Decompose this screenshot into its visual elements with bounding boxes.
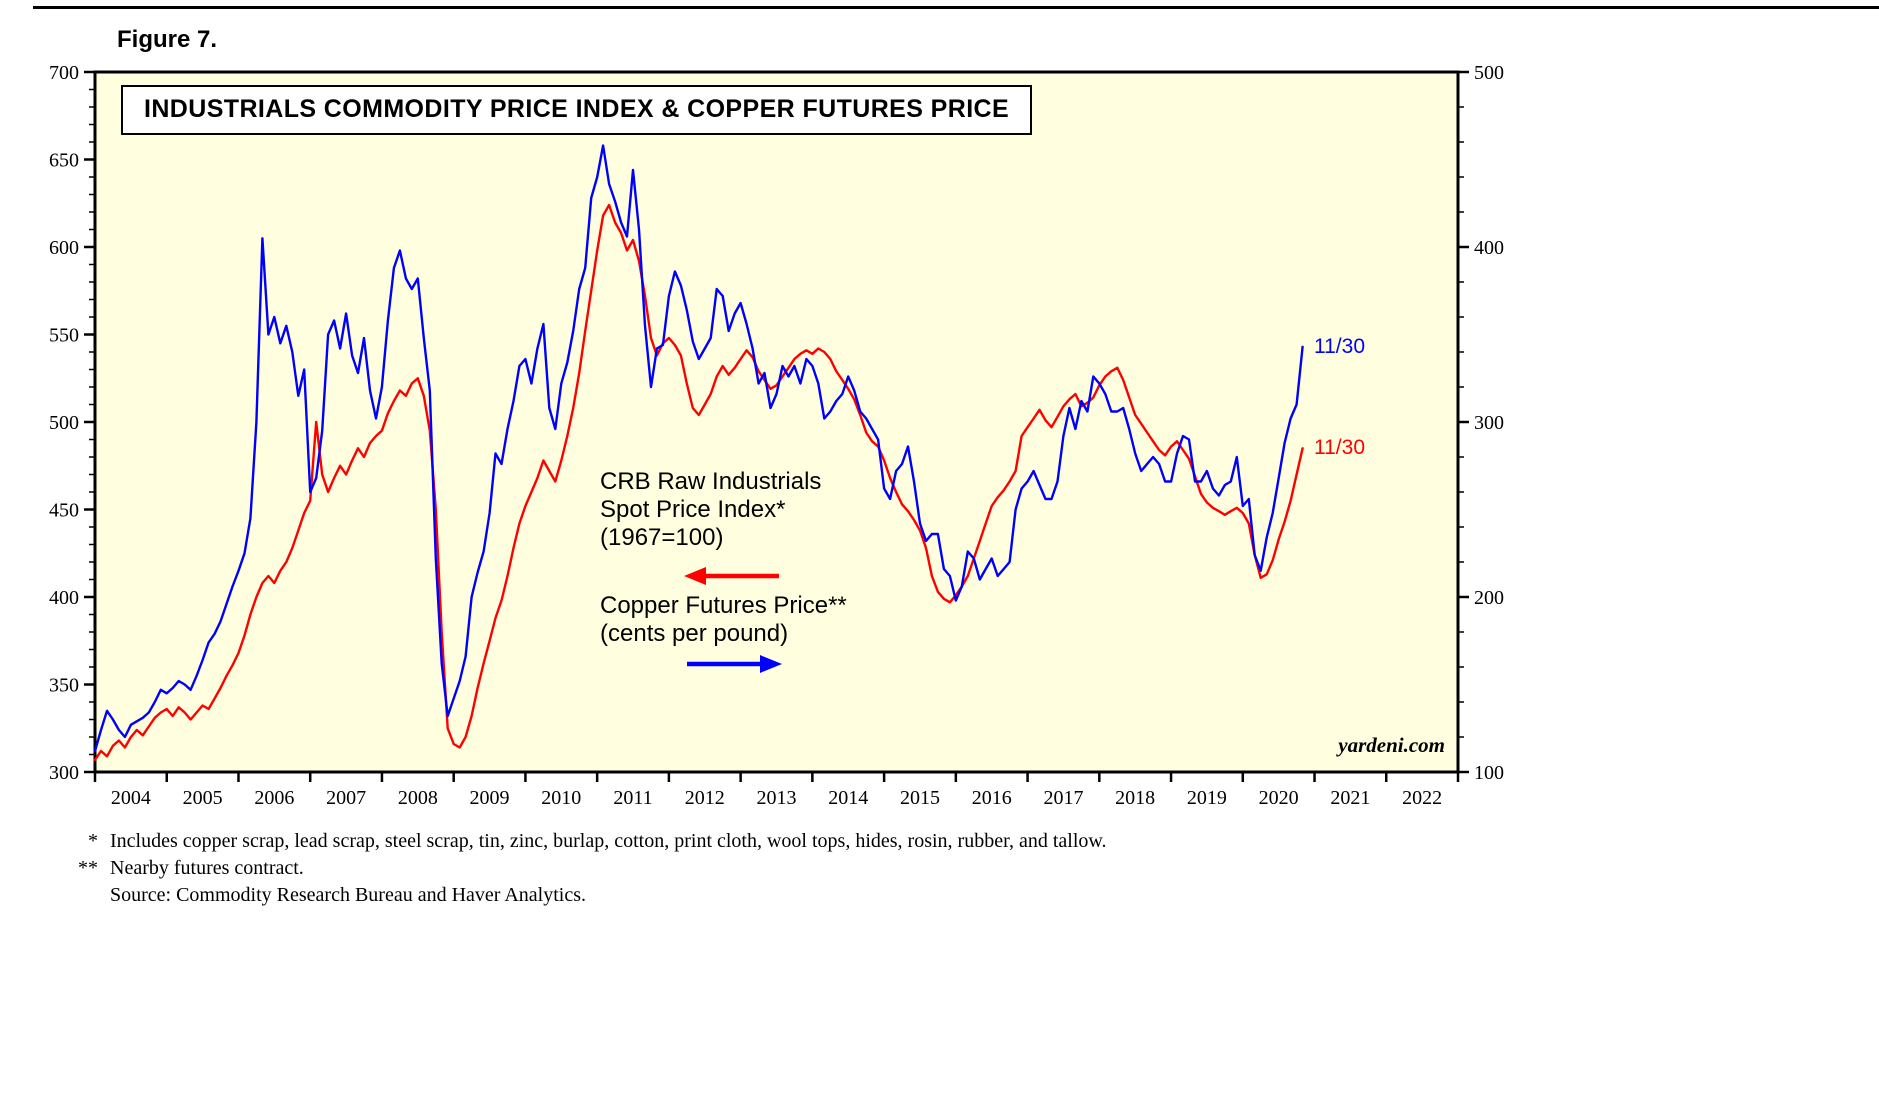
copper-series-annotation: Copper Futures Price** (cents per pound) [600,592,847,648]
footnote-text: Nearby futures contract. [110,857,304,879]
x-axis-tick-label: 2006 [254,787,294,809]
plot-frame [93,70,1460,774]
x-axis-tick-label: 2015 [900,787,940,809]
footnote-row: ** Nearby futures contract. [62,855,1107,882]
right-axis-tick-label: 500 [1474,62,1504,84]
crb-annotation-line-1: CRB Raw Industrials [600,468,822,495]
right-axis-tick-label: 400 [1474,237,1504,259]
left-axis-tick-label: 350 [49,675,79,697]
x-axis-tick-label: 2008 [398,787,438,809]
left-axis-tick-label: 550 [49,325,79,347]
left-axis-tick-label: 450 [49,500,79,522]
x-axis-tick-label: 2010 [541,787,581,809]
x-axis-tick-label: 2009 [470,787,510,809]
footnote-text: Includes copper scrap, lead scrap, steel… [110,830,1107,852]
x-axis-tick-label: 2014 [828,787,868,809]
left-axis-tick-label: 400 [49,587,79,609]
footnotes-block: * Includes copper scrap, lead scrap, ste… [62,828,1107,909]
x-axis-tick-label: 2004 [111,787,151,809]
right-axis-tick-label: 100 [1474,762,1504,784]
footnote-marker [62,882,98,909]
x-axis-tick-label: 2013 [757,787,797,809]
chart-title-text: INDUSTRIALS COMMODITY PRICE INDEX & COPP… [144,95,1010,123]
crb-annotation-line-2: Spot Price Index* [600,496,786,523]
footnote-row: * Includes copper scrap, lead scrap, ste… [62,828,1107,855]
figure-label: Figure 7. [117,26,218,53]
copper-annotation-line-2: (cents per pound) [600,620,789,647]
footnote-source-text: Source: Commodity Research Bureau and Ha… [110,884,586,906]
crb-series-annotation: CRB Raw Industrials Spot Price Index* (1… [600,468,821,552]
x-axis-tick-label: 2016 [972,787,1012,809]
x-axis-tick-label: 2007 [326,787,366,809]
x-axis-tick-label: 2019 [1187,787,1227,809]
x-axis-tick-label: 2012 [685,787,725,809]
x-axis-tick-label: 2021 [1330,787,1370,809]
chart-title-box: INDUSTRIALS COMMODITY PRICE INDEX & COPP… [121,85,1033,135]
crb-annotation-arrowhead [684,567,706,585]
top-rule [33,6,1879,9]
crb-series-line [93,203,1304,761]
crb-end-date-label: 11/30 [1314,436,1365,459]
x-axis-tick-label: 2011 [613,787,652,809]
x-axis-tick-label: 2020 [1259,787,1299,809]
right-axis-tick-label: 200 [1474,587,1504,609]
copper-end-date-label: 11/30 [1314,335,1365,358]
left-axis-tick-label: 500 [49,412,79,434]
left-axis-tick-label: 700 [49,62,79,84]
left-axis-tick-label: 650 [49,150,79,172]
crb-annotation-line-3: (1967=100) [600,524,724,551]
x-axis-tick-label: 2017 [1043,787,1083,809]
copper-annotation-arrowhead [760,655,782,673]
plot-background [95,72,1458,772]
footnote-marker: * [88,830,98,852]
x-axis-tick-label: 2022 [1402,787,1442,809]
footnote-marker: ** [78,857,98,879]
left-axis-tick-label: 600 [49,237,79,259]
footnote-row: Source: Commodity Research Bureau and Ha… [62,882,1107,909]
copper-annotation-line-1: Copper Futures Price** [600,592,847,619]
copper-series-line [93,144,1304,753]
right-axis-tick-label: 300 [1474,412,1504,434]
yardeni-watermark: yardeni.com [1338,733,1445,757]
x-axis-tick-label: 2005 [183,787,223,809]
x-axis-tick-label: 2018 [1115,787,1155,809]
left-axis-tick-label: 300 [49,762,79,784]
